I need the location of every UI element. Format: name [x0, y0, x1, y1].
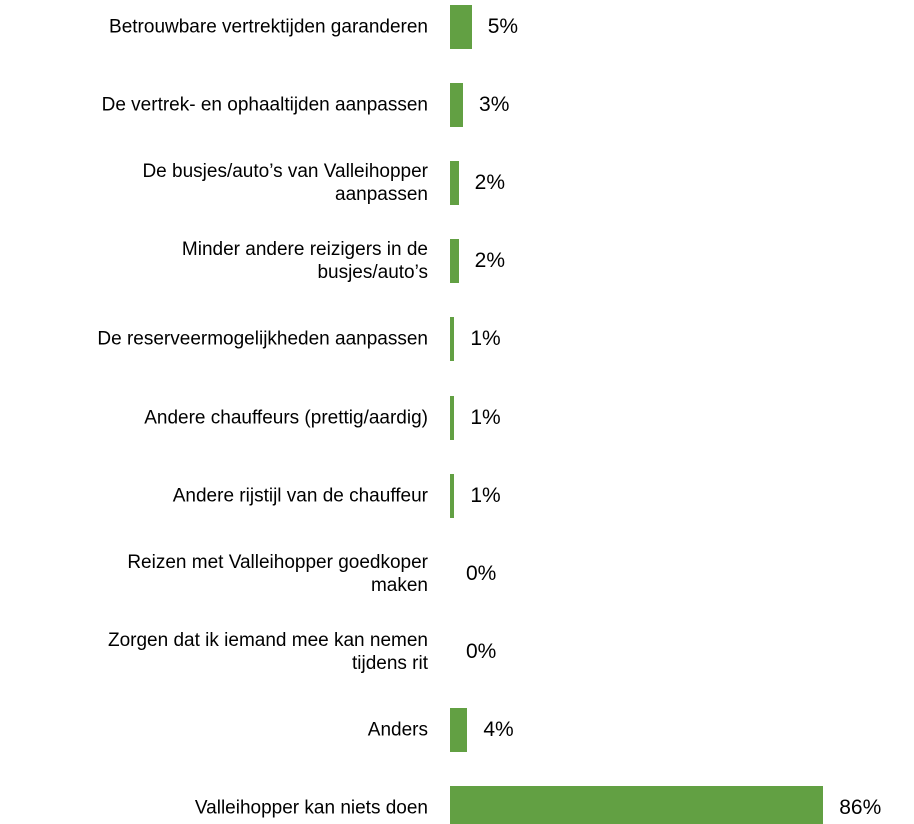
bar [450, 5, 472, 49]
value-label: 1% [470, 483, 501, 507]
category-label: De busjes/auto’s van Valleihopper aanpas… [142, 161, 428, 206]
category-label: Betrouwbare vertrektijden garanderen [109, 16, 428, 38]
bar [450, 161, 459, 206]
bar [450, 395, 455, 440]
bar [450, 239, 459, 284]
value-label: 1% [470, 405, 501, 429]
value-label: 3% [479, 93, 510, 117]
value-label: 2% [474, 171, 506, 195]
bar [450, 786, 824, 824]
value-label: 0% [466, 561, 497, 585]
category-label: Anders [367, 719, 428, 741]
value-label: 2% [474, 249, 506, 273]
value-label: 0% [466, 639, 497, 663]
category-label: De reserveermogelijkheden aanpassen [97, 328, 428, 350]
category-label: Andere chauffeurs (prettig/aardig) [144, 407, 428, 428]
category-label: Zorgen dat ik iemand mee kan nemen tijde… [107, 629, 428, 674]
bar [450, 707, 468, 752]
category-label: Minder andere reizigers in de busjes/aut… [181, 239, 428, 284]
category-label: Andere rijstijl van de chauffeur [172, 485, 428, 507]
category-label: Reizen met Valleihopper goedkoper maken [127, 551, 428, 596]
value-label: 5% [487, 15, 519, 38]
bar [450, 83, 464, 128]
value-label: 1% [470, 327, 501, 351]
bar [450, 473, 455, 518]
category-label: Valleihopper kan niets doen [194, 797, 428, 819]
category-label: De vertrek- en ophaaltijden aanpassen [101, 94, 428, 116]
value-label: 86% [839, 796, 882, 819]
bar [450, 317, 455, 362]
value-label: 4% [483, 717, 514, 741]
